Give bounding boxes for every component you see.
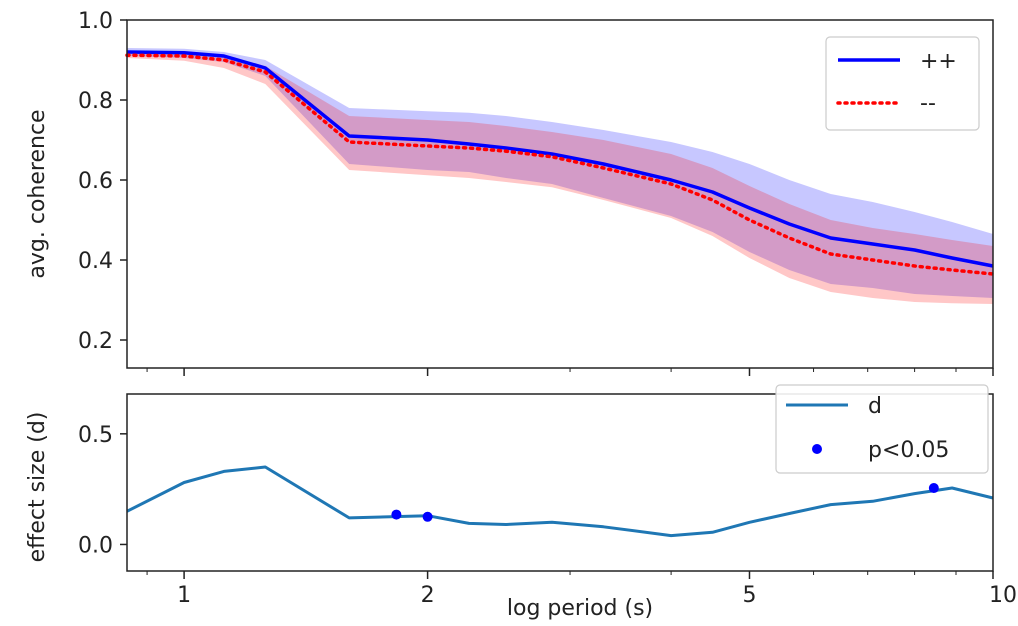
legend-label-p: p<0.05 xyxy=(868,438,949,463)
coherence-band-minus xyxy=(127,52,993,304)
effect-size-y-tick-label: 0.0 xyxy=(78,533,113,558)
x-tick-label: 10 xyxy=(989,583,1017,608)
x-tick-label: 1 xyxy=(177,583,191,608)
coherence-y-tick-label: 0.4 xyxy=(78,249,113,274)
x-axis-label: log period (s) xyxy=(507,596,653,621)
coherence-axes-frame xyxy=(126,19,994,369)
legend-label-d: d xyxy=(868,394,882,419)
effect-size-lines xyxy=(126,465,994,538)
coherence-y-tick-label: 1.0 xyxy=(78,9,113,34)
coherence-lines xyxy=(125,50,995,276)
effect-size-y-tick-label: 0.5 xyxy=(78,423,113,448)
significant-point xyxy=(422,511,433,522)
coherence-y-tick-label: 0.2 xyxy=(78,329,113,354)
coherence-line-minus xyxy=(125,53,995,276)
coherence-bands xyxy=(127,48,993,304)
effect-size-axes-frame xyxy=(126,393,994,572)
legend-swatch-p xyxy=(812,444,822,454)
coherence-x-ticks xyxy=(146,368,994,376)
coherence-y-tick-label: 0.8 xyxy=(78,89,113,114)
x-tick-label: 2 xyxy=(421,583,435,608)
coherence-band-plus xyxy=(127,48,993,298)
coherence-legend: ++ -- xyxy=(825,36,980,131)
effect-size-panel: 0.0 0.5 1 2 5 10 effect size (d) log period … xyxy=(25,384,1017,621)
effect-size-y-axis-label: effect size (d) xyxy=(25,412,50,563)
coherence-line-plus xyxy=(126,50,994,268)
effect-size-x-ticks: 1 2 5 10 xyxy=(146,571,1017,608)
effect-size-y-ticks: 0.0 0.5 xyxy=(78,423,127,558)
effect-size-legend-box xyxy=(775,384,989,474)
x-tick-label: 5 xyxy=(742,583,756,608)
coherence-y-axis-label: avg. coherence xyxy=(25,109,50,278)
coherence-panel: 0.2 0.4 0.6 0.8 1.0 avg. coherence ++ -- xyxy=(25,9,995,376)
significant-point xyxy=(928,483,939,494)
coherence-y-ticks: 0.2 0.4 0.6 0.8 1.0 xyxy=(78,9,127,354)
legend-label-minus: -- xyxy=(920,91,936,116)
legend-label-plus: ++ xyxy=(920,49,957,74)
significant-point xyxy=(391,509,402,520)
effect-size-legend: d p<0.05 xyxy=(775,384,989,474)
effect-size-line xyxy=(126,465,994,538)
coherence-y-tick-label: 0.6 xyxy=(78,169,113,194)
